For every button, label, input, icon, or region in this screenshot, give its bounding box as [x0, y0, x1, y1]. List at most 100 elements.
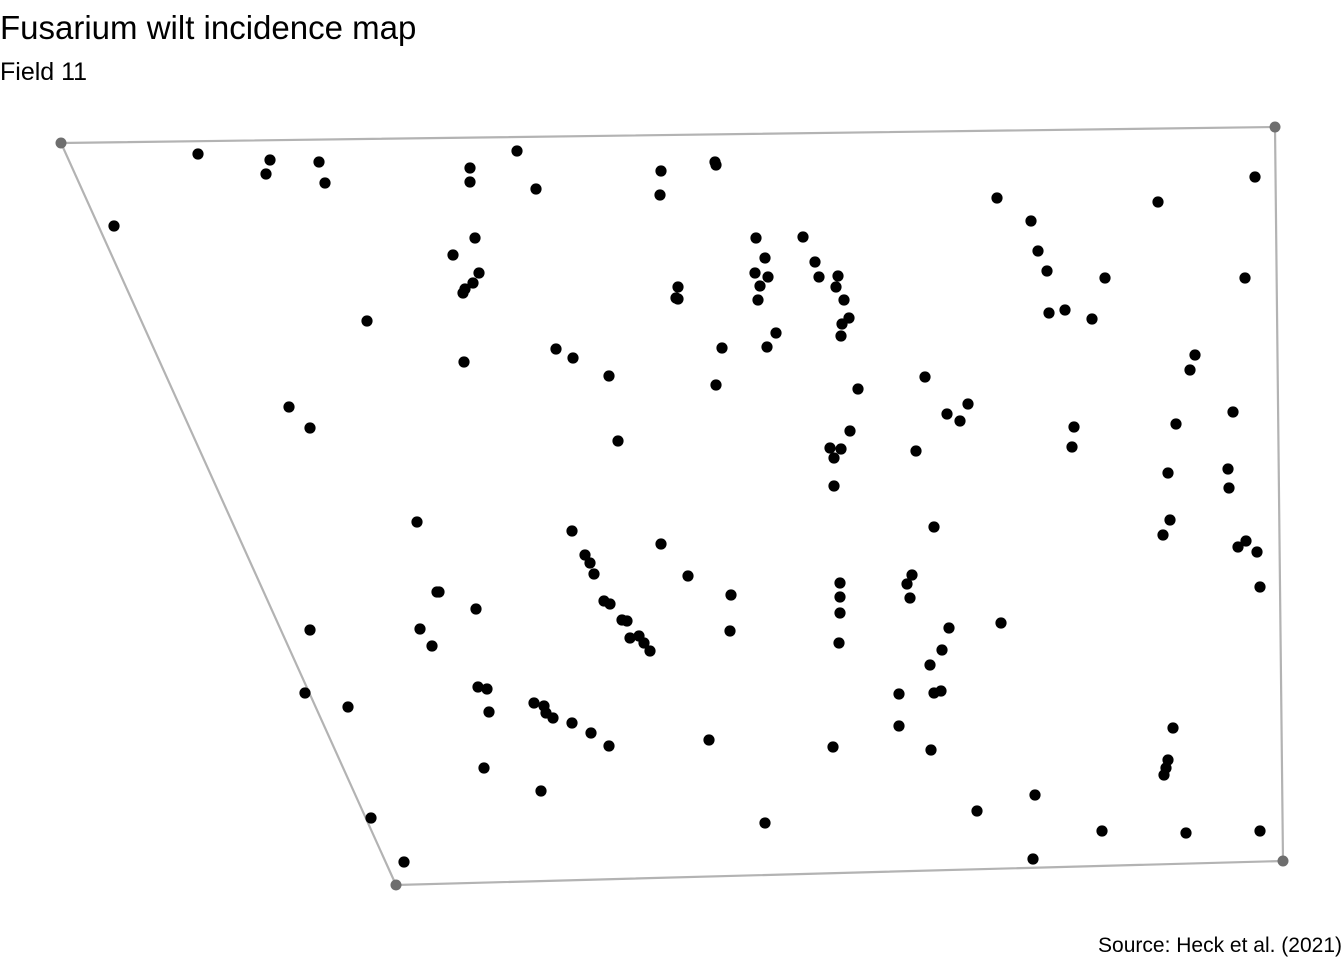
wilt-point [654, 189, 666, 201]
wilt-point [530, 183, 542, 195]
wilt-point [638, 637, 650, 649]
wilt-point [469, 232, 481, 244]
wilt-point [852, 383, 864, 395]
wilt-point [935, 685, 947, 697]
boundary-vertex [1277, 855, 1289, 867]
wilt-point [470, 603, 482, 615]
wilt-point [827, 741, 839, 753]
wilt-point [682, 570, 694, 582]
boundary-vertex [55, 137, 67, 149]
wilt-point [1162, 467, 1174, 479]
wilt-point [584, 557, 596, 569]
wilt-point [924, 659, 936, 671]
wilt-point [585, 727, 597, 739]
wilt-point [991, 192, 1003, 204]
wilt-point [1167, 722, 1179, 734]
wilt-point [1158, 769, 1170, 781]
wilt-point [264, 154, 276, 166]
wilt-point [1170, 418, 1182, 430]
wilt-point [936, 644, 948, 656]
wilt-point [824, 442, 836, 454]
wilt-point [762, 271, 774, 283]
boundary-vertex [390, 879, 402, 891]
wilt-point [962, 398, 974, 410]
field-boundary [59, 125, 1285, 887]
wilt-point [710, 159, 722, 171]
wilt-point [588, 568, 600, 580]
wilt-point [579, 549, 591, 561]
wilt-point [893, 688, 905, 700]
wilt-point [550, 343, 562, 355]
wilt-point [414, 623, 426, 635]
wilt-point [655, 538, 667, 550]
wilt-point [457, 287, 469, 299]
wilt-point [472, 681, 484, 693]
wilt-point [832, 270, 844, 282]
wilt-point [1251, 546, 1263, 558]
wilt-point [1240, 535, 1252, 547]
chart-subtitle: Field 11 [0, 58, 88, 86]
wilt-point [1180, 827, 1192, 839]
wilt-point [835, 330, 847, 342]
wilt-point [828, 452, 840, 464]
wilt-point [716, 342, 728, 354]
wilt-point [750, 232, 762, 244]
wilt-point [1232, 541, 1244, 553]
wilt-point [954, 415, 966, 427]
wilt-point [1096, 825, 1108, 837]
wilt-point [304, 624, 316, 636]
wilt-point [313, 156, 325, 168]
wilt-point [319, 177, 331, 189]
wilt-point [447, 249, 459, 261]
wilt-point [192, 148, 204, 160]
wilt-point [464, 176, 476, 188]
wilt-point [749, 267, 761, 279]
wilt-point [398, 856, 410, 868]
chart-caption: Source: Heck et al. (2021) [1098, 934, 1342, 957]
wilt-point [752, 294, 764, 306]
wilt-point [342, 701, 354, 713]
wilt-point [834, 577, 846, 589]
wilt-point [770, 327, 782, 339]
wilt-point [1066, 441, 1078, 453]
wilt-point [365, 812, 377, 824]
wilt-point [928, 521, 940, 533]
wilt-point [904, 592, 916, 604]
wilt-point [1184, 364, 1196, 376]
wilt-point [567, 352, 579, 364]
wilt-point [836, 318, 848, 330]
wilt-point [1029, 789, 1041, 801]
wilt-point [1025, 215, 1037, 227]
wilt-point [304, 422, 316, 434]
wilt-point [467, 277, 479, 289]
wilt-points [108, 145, 1266, 868]
wilt-point [547, 712, 559, 724]
wilt-point [725, 589, 737, 601]
wilt-point [809, 256, 821, 268]
wilt-point [361, 315, 373, 327]
wilt-point [1254, 825, 1266, 837]
wilt-point [566, 717, 578, 729]
wilt-point [943, 622, 955, 634]
wilt-point [759, 817, 771, 829]
wilt-point [1239, 272, 1251, 284]
wilt-point [535, 785, 547, 797]
wilt-point [1152, 196, 1164, 208]
wilt-point [724, 625, 736, 637]
wilt-point [1164, 514, 1176, 526]
wilt-point [703, 734, 715, 746]
wilt-point [603, 370, 615, 382]
wilt-point [283, 401, 295, 413]
wilt-point [844, 425, 856, 437]
wilt-point [759, 252, 771, 264]
wilt-point [612, 435, 624, 447]
wilt-point [906, 569, 918, 581]
wilt-point [835, 443, 847, 455]
wilt-point [813, 271, 825, 283]
wilt-point [1032, 245, 1044, 257]
wilt-point [644, 645, 656, 657]
wilt-point [1068, 421, 1080, 433]
wilt-point [433, 586, 445, 598]
wilt-point [603, 740, 615, 752]
